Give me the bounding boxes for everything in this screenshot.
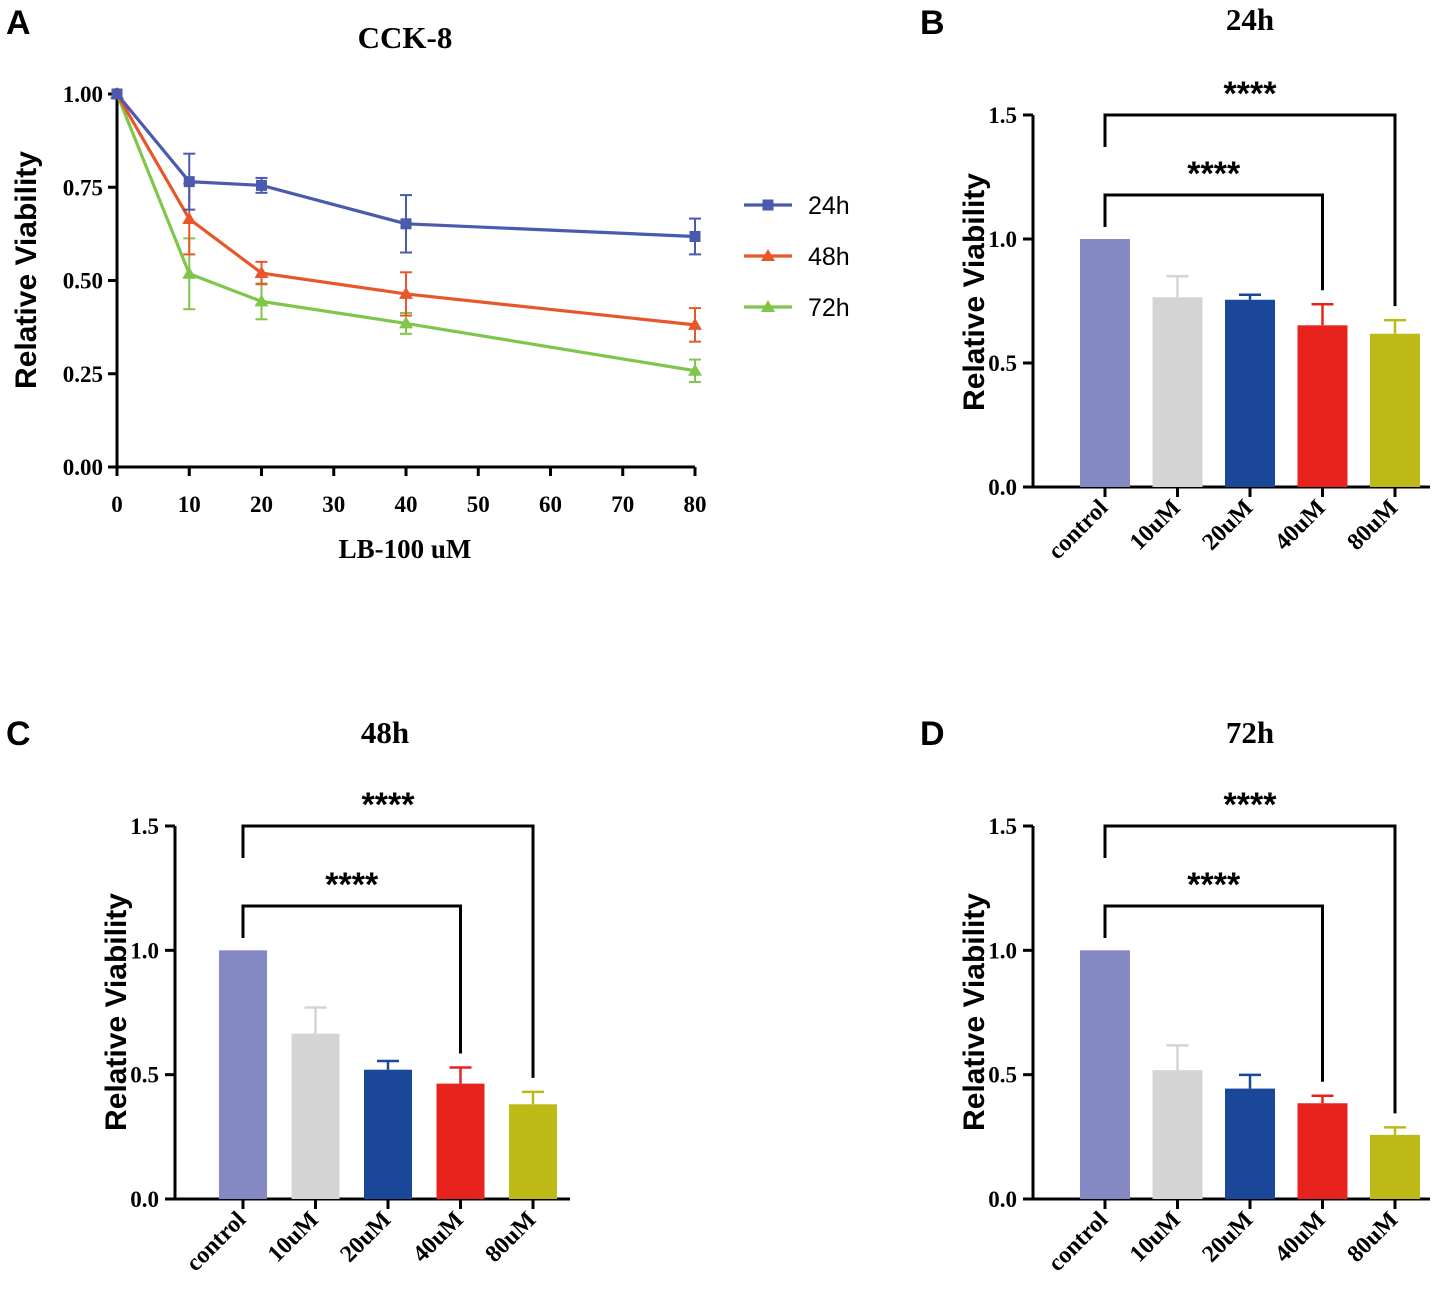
panel-d-bar-control	[1080, 950, 1130, 1199]
panel-a: A CCK-8 Relative Viability LB-100 uM 0.0…	[6, 4, 850, 564]
series-24h-point	[256, 179, 267, 191]
legend-label-48h: 48h	[808, 243, 850, 271]
panel-d-y-tick-label: 0.5	[988, 1063, 1017, 1088]
panel-b-significance-label: ****	[1187, 155, 1241, 193]
panel-b-significance-label: ****	[1224, 75, 1278, 113]
panel-d: D 72h Relative Viability 0.00.51.01.5con…	[920, 715, 1430, 1277]
panel-b-significance-bracket	[1103, 193, 1324, 291]
series-48h-point	[254, 266, 269, 279]
panel-c-bar-control	[219, 950, 267, 1199]
panel-d-y-tick-label: 1.5	[988, 814, 1017, 839]
panel-b-y-tick-label: 1.0	[988, 227, 1017, 252]
panel-d-title: 72h	[1226, 715, 1274, 750]
panel-c-letter: C	[6, 715, 31, 753]
panel-d-y-tick-label: 1.0	[988, 938, 1017, 963]
panel-b-letter: B	[920, 4, 945, 42]
panel-d-bar-10uM	[1152, 1070, 1203, 1199]
panel-d-y-axis-label: Relative Viability	[958, 893, 991, 1131]
panel-b-bar-10uM	[1152, 297, 1203, 487]
panel-c-bar-20uM	[364, 1069, 412, 1199]
series-24h	[111, 88, 701, 256]
panel-a-x-tick-label: 10	[178, 492, 201, 517]
panel-c-bar-10uM	[291, 1033, 340, 1199]
panel-d-y-tick-label: 0.0	[988, 1187, 1017, 1212]
panel-c: C 48h Relative Viability 0.00.51.01.5con…	[6, 715, 570, 1277]
series-72h-point	[688, 363, 702, 376]
panel-d-significance-bracket	[1103, 824, 1397, 1114]
panel-a-y-tick-label: 1.00	[63, 82, 103, 107]
panel-c-y-tick-label: 1.5	[130, 814, 159, 839]
panel-a-x-tick-label: 60	[539, 492, 562, 517]
panel-b-y-tick-label: 0.0	[988, 475, 1017, 500]
panel-a-x-tick-label: 50	[467, 492, 490, 517]
panel-c-bar-40uM	[436, 1083, 485, 1199]
panel-d-letter: D	[920, 715, 945, 753]
legend-marker-48h	[761, 249, 775, 261]
panel-b-y-tick-label: 0.5	[988, 351, 1017, 376]
legend-label-24h: 24h	[808, 192, 850, 220]
panel-c-bar-80uM	[509, 1104, 557, 1199]
panel-c-y-tick-label: 0.5	[130, 1063, 159, 1088]
panel-c-significance-bracket	[241, 824, 535, 1078]
panel-a-x-tick-label: 20	[250, 492, 273, 517]
legend-label-72h: 72h	[808, 294, 850, 322]
panel-b-y-tick-label: 1.5	[988, 103, 1017, 128]
panel-b-significance-bracket	[1103, 113, 1397, 307]
panel-a-plot: 0.00 0.25 0.50 0.75 1.00 0 10 20 30 40 50 60 70 80	[63, 82, 707, 517]
panel-b-bar-control	[1080, 239, 1130, 487]
panel-d-bar-80uM	[1370, 1134, 1420, 1199]
panel-a-x-tick-label: 40	[395, 492, 418, 517]
panel-b-y-axis-label: Relative Viability	[958, 173, 991, 411]
panel-a-y-axis-label: Relative Viability	[10, 151, 43, 389]
panel-d-significance-label: ****	[1224, 786, 1278, 824]
panel-a-y-tick-label: 0.00	[63, 455, 103, 480]
series-48h-point	[688, 317, 702, 330]
panel-d-bar-40uM	[1297, 1103, 1348, 1199]
series-24h-point	[111, 88, 123, 100]
panel-b-bar-40uM	[1297, 325, 1348, 487]
legend-marker-72h	[761, 300, 775, 312]
panel-a-x-tick-label: 70	[611, 492, 634, 517]
panel-d-bar-20uM	[1225, 1088, 1275, 1199]
panel-a-x-axis-label: LB-100 uM	[339, 534, 472, 564]
panel-c-y-tick-label: 0.0	[130, 1187, 159, 1212]
panel-a-letter: A	[6, 4, 31, 42]
series-72h-point	[182, 266, 197, 279]
panel-c-y-axis-label: Relative Viability	[100, 893, 133, 1131]
panel-a-title: CCK-8	[358, 20, 453, 55]
panel-a-y-tick-label: 0.50	[63, 269, 103, 294]
panel-b: B 24h Relative Viability 0.00.51.01.5con…	[920, 2, 1430, 565]
series-24h-point	[400, 218, 412, 230]
panel-a-x-tick-label: 30	[322, 492, 345, 517]
panel-b-title: 24h	[1226, 2, 1274, 37]
panel-c-title: 48h	[361, 715, 409, 750]
series-48h-point	[399, 286, 413, 299]
series-48h-point	[182, 211, 197, 224]
panel-a-legend: 24h 48h 72h	[744, 192, 850, 322]
panel-c-significance-label: ****	[325, 866, 379, 904]
panel-b-bar-80uM	[1370, 333, 1420, 487]
panel-c-significance-label: ****	[362, 786, 416, 824]
panel-a-x-tick-label: 0	[111, 492, 123, 517]
panel-d-significance-bracket	[1103, 904, 1324, 1082]
series-24h-point	[689, 230, 701, 242]
series-72h-point	[399, 316, 413, 329]
panel-d-significance-label: ****	[1187, 866, 1241, 904]
panel-a-x-tick-label: 80	[684, 492, 707, 517]
panel-a-y-tick-label: 0.75	[63, 175, 103, 200]
series-24h-point	[183, 176, 195, 188]
panel-b-bar-20uM	[1225, 299, 1275, 487]
legend-marker-24h	[762, 199, 774, 211]
panel-c-significance-bracket	[241, 904, 462, 1054]
panel-c-y-tick-label: 1.0	[130, 938, 159, 963]
series-72h-point	[254, 294, 269, 307]
series-48h	[110, 87, 702, 343]
panel-a-y-tick-label: 0.25	[63, 362, 103, 387]
